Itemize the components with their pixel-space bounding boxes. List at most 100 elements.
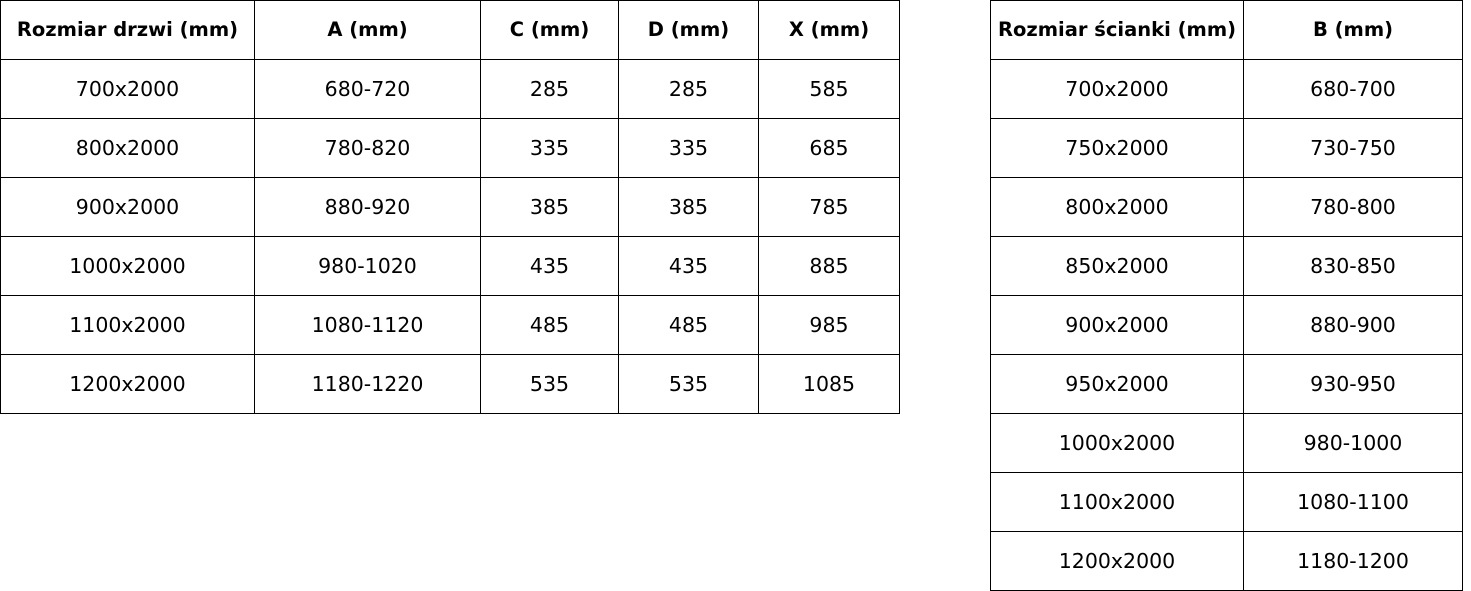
cell-value: 730-750 bbox=[1310, 135, 1396, 160]
cell-value: 535 bbox=[668, 371, 709, 396]
cell-value: 435 bbox=[529, 253, 570, 278]
column-header-label: D (mm) bbox=[647, 18, 730, 42]
cell-value: 335 bbox=[529, 135, 570, 160]
cell-value: 780-820 bbox=[324, 135, 411, 160]
cell-value: 700x2000 bbox=[75, 76, 180, 101]
cell-value: 1180-1200 bbox=[1297, 548, 1409, 573]
cell-value: 1080-1120 bbox=[311, 312, 424, 337]
cell-door-size: 800x2000 bbox=[0, 118, 255, 178]
cell-a: 680-720 bbox=[254, 59, 481, 119]
cell-value: 1000x2000 bbox=[1058, 430, 1176, 455]
cell-c: 535 bbox=[480, 354, 619, 414]
column-header-wall-size: Rozmiar ścianki (mm) bbox=[990, 0, 1244, 60]
column-header-label: B (mm) bbox=[1312, 18, 1394, 42]
cell-wall-size: 1200x2000 bbox=[990, 531, 1244, 591]
cell-c: 335 bbox=[480, 118, 619, 178]
column-header-label: X (mm) bbox=[788, 18, 870, 42]
cell-value: 435 bbox=[668, 253, 709, 278]
table-header-row: Rozmiar drzwi (mm) A (mm) C (mm) D (mm) … bbox=[0, 0, 900, 60]
cell-d: 485 bbox=[618, 295, 759, 355]
column-header-label: C (mm) bbox=[509, 18, 590, 42]
table-row: 900x2000 880-920 385 385 785 bbox=[0, 177, 900, 237]
column-header-x: X (mm) bbox=[758, 0, 900, 60]
cell-value: 1000x2000 bbox=[69, 253, 186, 278]
cell-value: 880-900 bbox=[1310, 312, 1396, 337]
cell-value: 680-700 bbox=[1310, 76, 1396, 101]
cell-value: 1085 bbox=[802, 371, 856, 396]
cell-b: 780-800 bbox=[1243, 177, 1463, 237]
table-row: 1000x2000 980-1000 bbox=[990, 413, 1463, 473]
cell-value: 1100x2000 bbox=[1058, 489, 1176, 514]
cell-c: 385 bbox=[480, 177, 619, 237]
cell-wall-size: 700x2000 bbox=[990, 59, 1244, 119]
cell-b: 830-850 bbox=[1243, 236, 1463, 296]
table-row: 800x2000 780-820 335 335 685 bbox=[0, 118, 900, 178]
cell-b: 680-700 bbox=[1243, 59, 1463, 119]
cell-a: 880-920 bbox=[254, 177, 481, 237]
table-row: 750x2000 730-750 bbox=[990, 118, 1463, 178]
cell-value: 900x2000 bbox=[1065, 312, 1169, 337]
cell-b: 1080-1100 bbox=[1243, 472, 1463, 532]
cell-wall-size: 950x2000 bbox=[990, 354, 1244, 414]
cell-value: 880-920 bbox=[324, 194, 411, 219]
cell-a: 1180-1220 bbox=[254, 354, 481, 414]
cell-value: 930-950 bbox=[1310, 371, 1396, 396]
cell-value: 1200x2000 bbox=[1058, 548, 1176, 573]
cell-d: 285 bbox=[618, 59, 759, 119]
cell-wall-size: 800x2000 bbox=[990, 177, 1244, 237]
column-header-label: Rozmiar ścianki (mm) bbox=[997, 18, 1237, 42]
cell-wall-size: 750x2000 bbox=[990, 118, 1244, 178]
door-size-table: Rozmiar drzwi (mm) A (mm) C (mm) D (mm) … bbox=[0, 0, 900, 414]
cell-b: 980-1000 bbox=[1243, 413, 1463, 473]
door-size-table-container: Rozmiar drzwi (mm) A (mm) C (mm) D (mm) … bbox=[0, 0, 900, 414]
cell-x: 585 bbox=[758, 59, 900, 119]
column-header-door-size: Rozmiar drzwi (mm) bbox=[0, 0, 255, 60]
cell-value: 885 bbox=[809, 253, 849, 278]
cell-d: 435 bbox=[618, 236, 759, 296]
table-row: 1200x2000 1180-1220 535 535 1085 bbox=[0, 354, 900, 414]
cell-value: 1180-1220 bbox=[311, 371, 424, 396]
wall-size-table-container: Rozmiar ścianki (mm) B (mm) 700x2000 680… bbox=[990, 0, 1463, 591]
table-row: 700x2000 680-700 bbox=[990, 59, 1463, 119]
column-header-a: A (mm) bbox=[254, 0, 481, 60]
cell-wall-size: 1100x2000 bbox=[990, 472, 1244, 532]
wall-size-table-body: 700x2000 680-700 750x2000 730-750 800x20… bbox=[990, 59, 1463, 591]
cell-value: 385 bbox=[529, 194, 570, 219]
cell-value: 535 bbox=[529, 371, 570, 396]
cell-door-size: 900x2000 bbox=[0, 177, 255, 237]
cell-c: 485 bbox=[480, 295, 619, 355]
table-row: 950x2000 930-950 bbox=[990, 354, 1463, 414]
cell-x: 885 bbox=[758, 236, 900, 296]
cell-value: 285 bbox=[529, 76, 570, 101]
cell-value: 1100x2000 bbox=[69, 312, 186, 337]
cell-wall-size: 850x2000 bbox=[990, 236, 1244, 296]
cell-d: 335 bbox=[618, 118, 759, 178]
cell-b: 930-950 bbox=[1243, 354, 1463, 414]
cell-value: 830-850 bbox=[1310, 253, 1396, 278]
table-row: 1200x2000 1180-1200 bbox=[990, 531, 1463, 591]
cell-b: 730-750 bbox=[1243, 118, 1463, 178]
wall-size-table-header: Rozmiar ścianki (mm) B (mm) bbox=[990, 0, 1463, 60]
column-header-label: A (mm) bbox=[327, 18, 408, 42]
cell-d: 535 bbox=[618, 354, 759, 414]
cell-door-size: 1200x2000 bbox=[0, 354, 255, 414]
cell-value: 700x2000 bbox=[1065, 76, 1169, 101]
cell-value: 800x2000 bbox=[1065, 194, 1169, 219]
table-row: 1100x2000 1080-1100 bbox=[990, 472, 1463, 532]
cell-value: 800x2000 bbox=[75, 135, 180, 160]
cell-b: 1180-1200 bbox=[1243, 531, 1463, 591]
cell-value: 485 bbox=[529, 312, 570, 337]
column-header-b: B (mm) bbox=[1243, 0, 1463, 60]
cell-value: 585 bbox=[809, 76, 849, 101]
cell-door-size: 1000x2000 bbox=[0, 236, 255, 296]
cell-value: 685 bbox=[809, 135, 849, 160]
cell-value: 335 bbox=[668, 135, 709, 160]
cell-value: 1200x2000 bbox=[69, 371, 186, 396]
table-header-row: Rozmiar ścianki (mm) B (mm) bbox=[990, 0, 1463, 60]
table-row: 700x2000 680-720 285 285 585 bbox=[0, 59, 900, 119]
table-row: 800x2000 780-800 bbox=[990, 177, 1463, 237]
cell-wall-size: 1000x2000 bbox=[990, 413, 1244, 473]
cell-value: 785 bbox=[809, 194, 849, 219]
cell-value: 385 bbox=[668, 194, 709, 219]
cell-value: 750x2000 bbox=[1065, 135, 1169, 160]
